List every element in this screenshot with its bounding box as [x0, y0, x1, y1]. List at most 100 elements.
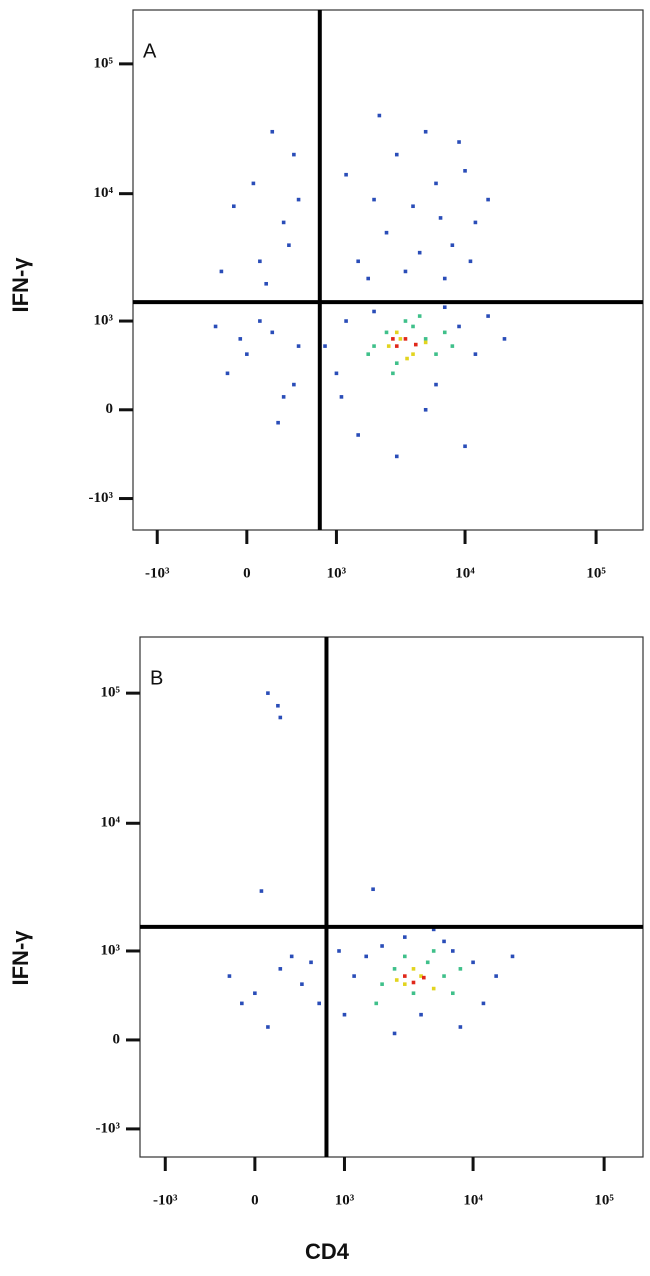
event-dot	[442, 330, 447, 335]
event-dot	[296, 197, 301, 202]
event-dot	[403, 954, 407, 959]
event-dot	[463, 169, 467, 173]
x-axis-label: CD4	[305, 1239, 350, 1264]
event-dot	[425, 960, 430, 965]
event-dot	[258, 319, 262, 323]
x-tick-label: 10³	[335, 1192, 355, 1208]
event-dot	[374, 1001, 379, 1006]
event-dot	[458, 967, 463, 971]
y-tick-label: 10⁵	[94, 55, 114, 71]
plot-frame	[139, 636, 644, 1158]
event-dot	[276, 420, 280, 425]
event-dot	[405, 356, 409, 361]
event-dot	[403, 974, 407, 978]
event-dot	[266, 691, 270, 695]
event-dot	[334, 371, 339, 376]
event-dot	[394, 152, 399, 157]
event-dot	[386, 344, 391, 348]
event-dot	[391, 371, 395, 376]
event-dot	[394, 361, 399, 365]
y-tick-label: 10⁴	[101, 815, 121, 831]
event-dot	[227, 974, 232, 978]
y-tick-label: 0	[113, 1031, 121, 1047]
event-dot	[481, 1001, 486, 1006]
event-dot	[270, 330, 275, 335]
event-dot	[392, 967, 397, 971]
event-dot	[352, 974, 356, 978]
event-dot	[423, 407, 428, 412]
event-dot	[292, 152, 296, 157]
event-dot	[300, 982, 304, 986]
x-tick-label: 10⁵	[586, 565, 606, 581]
event-dot	[356, 433, 360, 437]
event-dot	[473, 352, 478, 356]
event-dot	[423, 129, 428, 134]
event-dot	[384, 330, 389, 335]
event-dot	[238, 337, 243, 341]
event-dot	[486, 197, 490, 202]
event-dot	[502, 337, 507, 341]
event-dot	[442, 939, 446, 944]
y-tick-label: 10⁵	[101, 685, 121, 701]
panel-label: A	[143, 40, 157, 62]
event-dot	[411, 980, 416, 985]
x-tick-label: 10⁴	[463, 1192, 483, 1208]
event-dot	[413, 342, 418, 347]
event-dot	[442, 974, 446, 978]
event-dot	[471, 960, 475, 965]
event-dot	[411, 204, 415, 209]
event-dot	[394, 978, 399, 982]
event-dot	[339, 395, 344, 399]
x-tick-label: 0	[243, 565, 251, 581]
event-dot	[240, 1001, 244, 1006]
event-dot	[380, 982, 384, 986]
event-dot	[366, 352, 371, 356]
event-dot	[403, 269, 408, 274]
event-dot	[258, 259, 262, 264]
event-dot	[245, 352, 249, 356]
event-dot	[296, 344, 301, 348]
event-dot	[431, 927, 436, 932]
x-tick-label: 10³	[327, 565, 347, 581]
event-dot	[450, 949, 455, 953]
event-dot	[372, 344, 376, 348]
event-dot	[270, 129, 275, 134]
event-dot	[281, 395, 286, 399]
event-dot	[403, 982, 407, 986]
y-tick-label: -10³	[96, 1120, 121, 1136]
event-dot	[398, 337, 403, 341]
event-dot	[442, 305, 447, 310]
event-dot	[457, 324, 461, 329]
event-dot	[422, 975, 426, 980]
panel-label: B	[150, 667, 163, 689]
event-dot	[431, 986, 436, 991]
y-tick-label: 10³	[101, 942, 121, 958]
event-dot	[344, 172, 348, 177]
y-axis-label: IFN-γ	[8, 930, 33, 986]
event-dot	[384, 230, 389, 235]
event-dot	[438, 216, 443, 220]
y-tick-label: 10⁴	[94, 185, 114, 201]
event-dot	[372, 197, 376, 202]
event-dot	[392, 1031, 397, 1036]
event-dot	[419, 974, 423, 978]
event-dot	[468, 259, 473, 264]
event-dot	[213, 324, 218, 329]
event-dot	[287, 243, 291, 247]
y-tick-label: -10³	[89, 490, 114, 506]
event-dot	[391, 337, 395, 341]
event-dot	[411, 324, 415, 329]
event-dot	[457, 140, 461, 144]
event-dot	[259, 889, 264, 893]
event-dot	[434, 352, 438, 356]
event-dot	[411, 991, 416, 996]
event-dot	[411, 352, 415, 356]
x-tick-label: 10⁵	[594, 1192, 614, 1208]
event-dot	[494, 974, 498, 978]
event-dot	[411, 967, 416, 971]
y-tick-label: 0	[106, 401, 114, 417]
event-dot	[394, 454, 399, 459]
event-dot	[431, 949, 436, 953]
event-dot	[317, 1001, 321, 1006]
event-dot	[434, 181, 438, 186]
